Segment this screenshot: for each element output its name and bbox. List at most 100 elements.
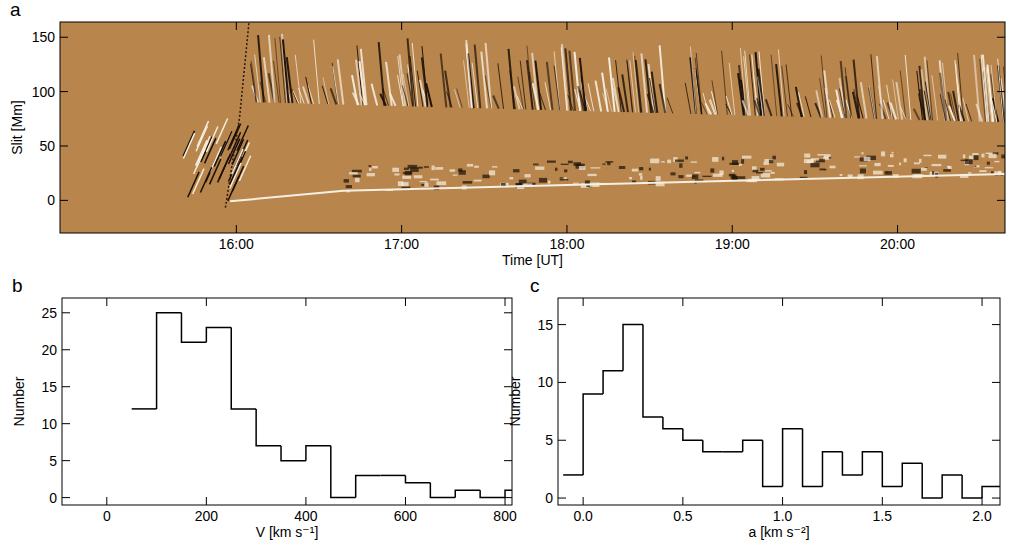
image-blob <box>369 168 371 171</box>
image-blob <box>535 167 544 170</box>
image-streak <box>974 55 980 122</box>
image-streak <box>660 84 666 113</box>
image-streak <box>820 78 826 117</box>
histogram-bin <box>683 429 703 441</box>
image-blob <box>736 176 746 179</box>
image-streak <box>493 95 499 108</box>
x-tick <box>106 298 107 306</box>
image-streak <box>901 107 907 120</box>
image-streak <box>466 44 472 108</box>
image-streak <box>667 98 673 114</box>
image-blob <box>771 172 775 174</box>
histogram-bin <box>623 325 643 371</box>
image-streak <box>824 70 830 117</box>
x-tick <box>732 225 733 233</box>
panel: 0.00.51.01.52.0051015a [km s⁻²]Numberc <box>507 275 1002 540</box>
image-streak <box>426 83 432 107</box>
y-tick-label: 25 <box>41 305 57 321</box>
image-blob <box>712 157 718 162</box>
image-streak <box>924 91 930 121</box>
image-streak <box>561 47 567 110</box>
x-axis-title: Time [UT] <box>502 252 563 268</box>
panel-label: b <box>12 275 23 296</box>
image-streak <box>955 60 961 121</box>
image-streak <box>331 88 337 104</box>
image-streak <box>445 71 451 108</box>
image-blob <box>467 164 473 167</box>
y-tick <box>997 145 1005 146</box>
image-streak <box>991 74 997 122</box>
x-tick-label: 0 <box>103 508 111 524</box>
y-tick-label: 150 <box>32 29 56 45</box>
image-blob <box>410 167 419 172</box>
x-tick-label: 19:00 <box>715 236 750 252</box>
x-tick <box>305 298 306 306</box>
image-streak <box>353 93 359 105</box>
image-blob <box>524 174 530 177</box>
y-tick-label: 15 <box>41 379 57 395</box>
x-tick <box>583 497 584 505</box>
image-blob <box>367 173 375 176</box>
y-tick <box>992 324 1000 325</box>
image-blob <box>639 167 643 170</box>
image-blob <box>899 163 901 166</box>
image-streak <box>816 90 822 117</box>
image-blob <box>474 166 479 168</box>
x-tick <box>682 497 683 505</box>
histogram-bin <box>181 313 206 343</box>
x-tick <box>236 22 237 30</box>
image-blob <box>474 180 482 182</box>
image-streak <box>441 54 447 108</box>
image-streak <box>293 91 299 104</box>
x-tick-label: 18:00 <box>549 236 584 252</box>
histogram-bin <box>405 475 430 482</box>
image-blob <box>968 172 971 174</box>
histogram-bin <box>157 313 182 409</box>
image-blob <box>344 179 349 183</box>
image-streak <box>635 56 641 113</box>
x-tick-label: 600 <box>394 508 418 524</box>
y-axis-title: Slit [Mm] <box>9 100 25 154</box>
image-blob <box>424 166 429 168</box>
y-tick <box>60 91 68 92</box>
image-streak <box>183 131 194 156</box>
image-blob <box>372 166 378 168</box>
image-streak <box>1001 78 1005 122</box>
image-streak <box>207 127 218 152</box>
image-blob <box>661 161 664 162</box>
image-streak <box>380 94 386 106</box>
image-blob <box>817 154 824 155</box>
image-streak <box>932 75 938 120</box>
panel-label: a <box>10 0 21 20</box>
x-tick-label: 0.5 <box>673 508 693 524</box>
image-blob <box>602 163 605 164</box>
image-blob <box>392 168 399 172</box>
histogram-bin <box>430 483 455 498</box>
image-streak <box>260 82 266 103</box>
image-blob <box>346 185 352 188</box>
image-streak <box>943 63 949 121</box>
image-streak <box>498 63 504 109</box>
plot-frame <box>558 298 1000 505</box>
image-streak <box>514 86 520 109</box>
image-streak <box>397 75 403 106</box>
image-streak <box>464 60 470 108</box>
y-tick-label: 5 <box>49 453 57 469</box>
image-streak <box>921 69 927 120</box>
image-blob <box>352 170 362 173</box>
image-blob <box>548 181 551 184</box>
image-blob <box>547 161 556 163</box>
image-blob <box>722 157 724 161</box>
histogram-bin <box>822 452 842 487</box>
plot-area <box>60 22 1005 233</box>
image-streak <box>422 46 428 107</box>
image-blob <box>987 162 990 165</box>
x-tick-label: 0.0 <box>573 508 593 524</box>
image-blob <box>969 156 974 160</box>
image-streak <box>360 94 366 106</box>
image-streak <box>588 84 594 112</box>
histogram-bin <box>763 440 783 486</box>
image-streak <box>578 86 584 111</box>
image-streak <box>295 55 301 104</box>
image-streak <box>940 73 946 121</box>
